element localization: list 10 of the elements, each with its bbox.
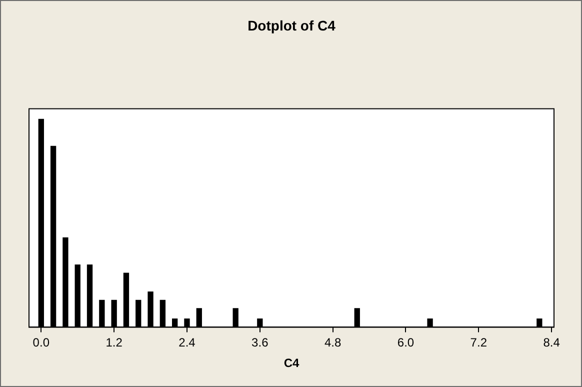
chart-title: Dotplot of C4 <box>248 17 336 34</box>
x-tick-label: 3.6 <box>252 336 269 350</box>
x-tick-label: 6.0 <box>397 336 414 350</box>
x-tick-label: 4.8 <box>324 336 342 350</box>
x-tick-label: 1.2 <box>106 336 123 350</box>
x-axis-title: C4 <box>284 356 300 370</box>
x-tick-label: 2.4 <box>178 336 196 350</box>
x-tick-label: 0.0 <box>32 336 50 350</box>
x-tick-label: 8.4 <box>543 336 560 350</box>
x-tick-label: 7.2 <box>470 336 488 350</box>
